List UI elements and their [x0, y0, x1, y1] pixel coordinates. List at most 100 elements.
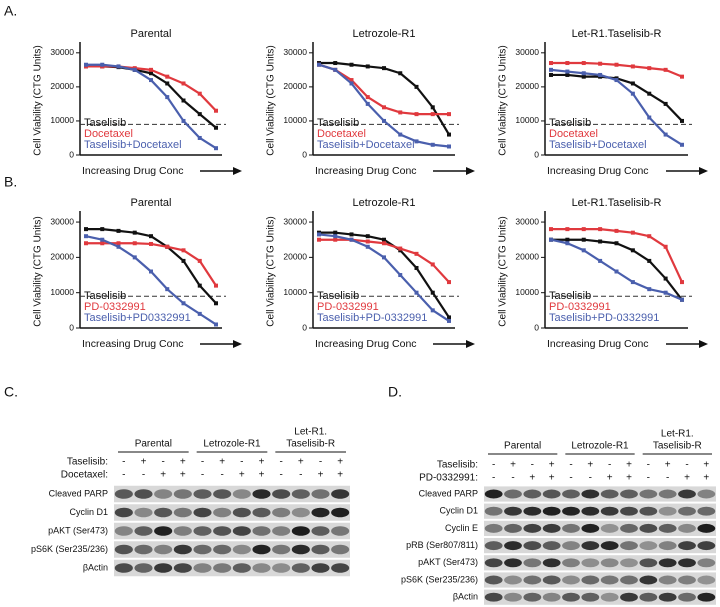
band	[639, 541, 658, 551]
data-point	[84, 234, 88, 239]
data-point	[581, 248, 586, 253]
data-point	[447, 112, 451, 117]
band	[484, 541, 503, 551]
data-point	[100, 237, 105, 242]
y-tick-label: 0	[69, 322, 74, 332]
data-point	[414, 251, 419, 256]
treatment-sign: -	[279, 470, 282, 481]
treatment-sign: -	[142, 470, 145, 481]
data-point	[630, 91, 635, 96]
treatment-sign: -	[492, 473, 495, 484]
band	[134, 507, 153, 518]
treatment-sign: +	[259, 457, 265, 468]
data-point	[663, 290, 668, 295]
data-point	[663, 132, 668, 137]
legend-entry: Taselisib	[84, 117, 126, 129]
band	[523, 592, 542, 602]
x-axis-label: Increasing Drug Conc	[82, 165, 184, 177]
band	[173, 526, 192, 536]
y-tick-label: 20000	[515, 252, 539, 262]
band	[213, 489, 232, 499]
band	[542, 592, 561, 602]
y-tick-label: 10000	[50, 287, 74, 297]
band	[697, 523, 716, 533]
data-point	[382, 241, 386, 246]
treatment-sign: +	[549, 473, 555, 484]
band	[562, 541, 580, 551]
x-axis-label: Increasing Drug Conc	[315, 165, 417, 177]
data-point	[614, 241, 619, 246]
chart-title: Let-R1.Taselisib-R	[572, 28, 662, 40]
data-point	[581, 237, 586, 242]
band	[542, 523, 561, 533]
data-point	[149, 241, 153, 246]
data-point	[630, 280, 635, 285]
band	[542, 575, 561, 585]
data-point	[333, 67, 338, 72]
data-point	[549, 237, 553, 242]
blot-strip	[114, 559, 350, 577]
band	[639, 506, 658, 516]
data-point	[398, 132, 403, 137]
treatment-sign: -	[279, 457, 282, 468]
band	[134, 489, 153, 499]
band	[114, 507, 133, 518]
data-point	[349, 62, 354, 67]
band	[678, 523, 696, 533]
data-point	[430, 105, 435, 110]
treatment-sign: -	[569, 460, 572, 471]
band-label: Cyclin D1	[69, 507, 108, 517]
x-arrow-head	[699, 340, 708, 348]
treatment-sign: +	[219, 457, 225, 468]
y-tick-label: 0	[302, 322, 307, 332]
data-point	[647, 91, 652, 96]
treatment-sign: -	[299, 470, 302, 481]
band	[600, 541, 619, 551]
y-tick-label: 30000	[515, 47, 539, 57]
treatment-sign: -	[161, 457, 164, 468]
data-point	[149, 78, 153, 83]
legend-entry: Taselisib	[549, 117, 591, 129]
data-point	[614, 269, 619, 274]
legend-entry: PD-0332991	[549, 301, 611, 313]
band	[581, 541, 600, 551]
group-label: Taselisib-R	[653, 441, 702, 452]
data-point	[614, 228, 619, 233]
x-arrow-head	[466, 340, 475, 348]
treatment-sign: -	[201, 470, 204, 481]
band	[134, 526, 153, 536]
data-point	[197, 258, 202, 263]
band	[291, 544, 310, 555]
band	[504, 489, 522, 499]
band	[134, 563, 153, 573]
y-axis-label: Cell Viability (CTG Units)	[266, 45, 277, 155]
band	[620, 523, 638, 533]
band	[252, 526, 271, 536]
band	[311, 489, 330, 499]
band	[504, 523, 522, 533]
band	[581, 523, 600, 533]
band	[697, 575, 716, 585]
data-point	[414, 139, 419, 144]
treatment-sign: -	[666, 473, 669, 484]
band	[658, 489, 677, 499]
band	[504, 575, 522, 585]
data-point	[398, 71, 403, 76]
data-point	[630, 230, 635, 235]
band	[658, 558, 677, 568]
band-label: βActin	[83, 562, 108, 572]
data-point	[149, 269, 153, 274]
treatment-sign: -	[319, 457, 322, 468]
legend-entry: Docetaxel	[317, 128, 366, 140]
band	[562, 489, 580, 499]
band	[678, 506, 696, 516]
treatment-sign: +	[180, 470, 186, 481]
y-tick-label: 0	[534, 149, 539, 159]
band	[504, 558, 522, 568]
data-point	[333, 234, 338, 239]
y-tick-label: 30000	[283, 216, 307, 226]
x-arrow-head	[466, 167, 475, 175]
band	[658, 541, 677, 551]
chart-title: Parental	[131, 197, 172, 209]
